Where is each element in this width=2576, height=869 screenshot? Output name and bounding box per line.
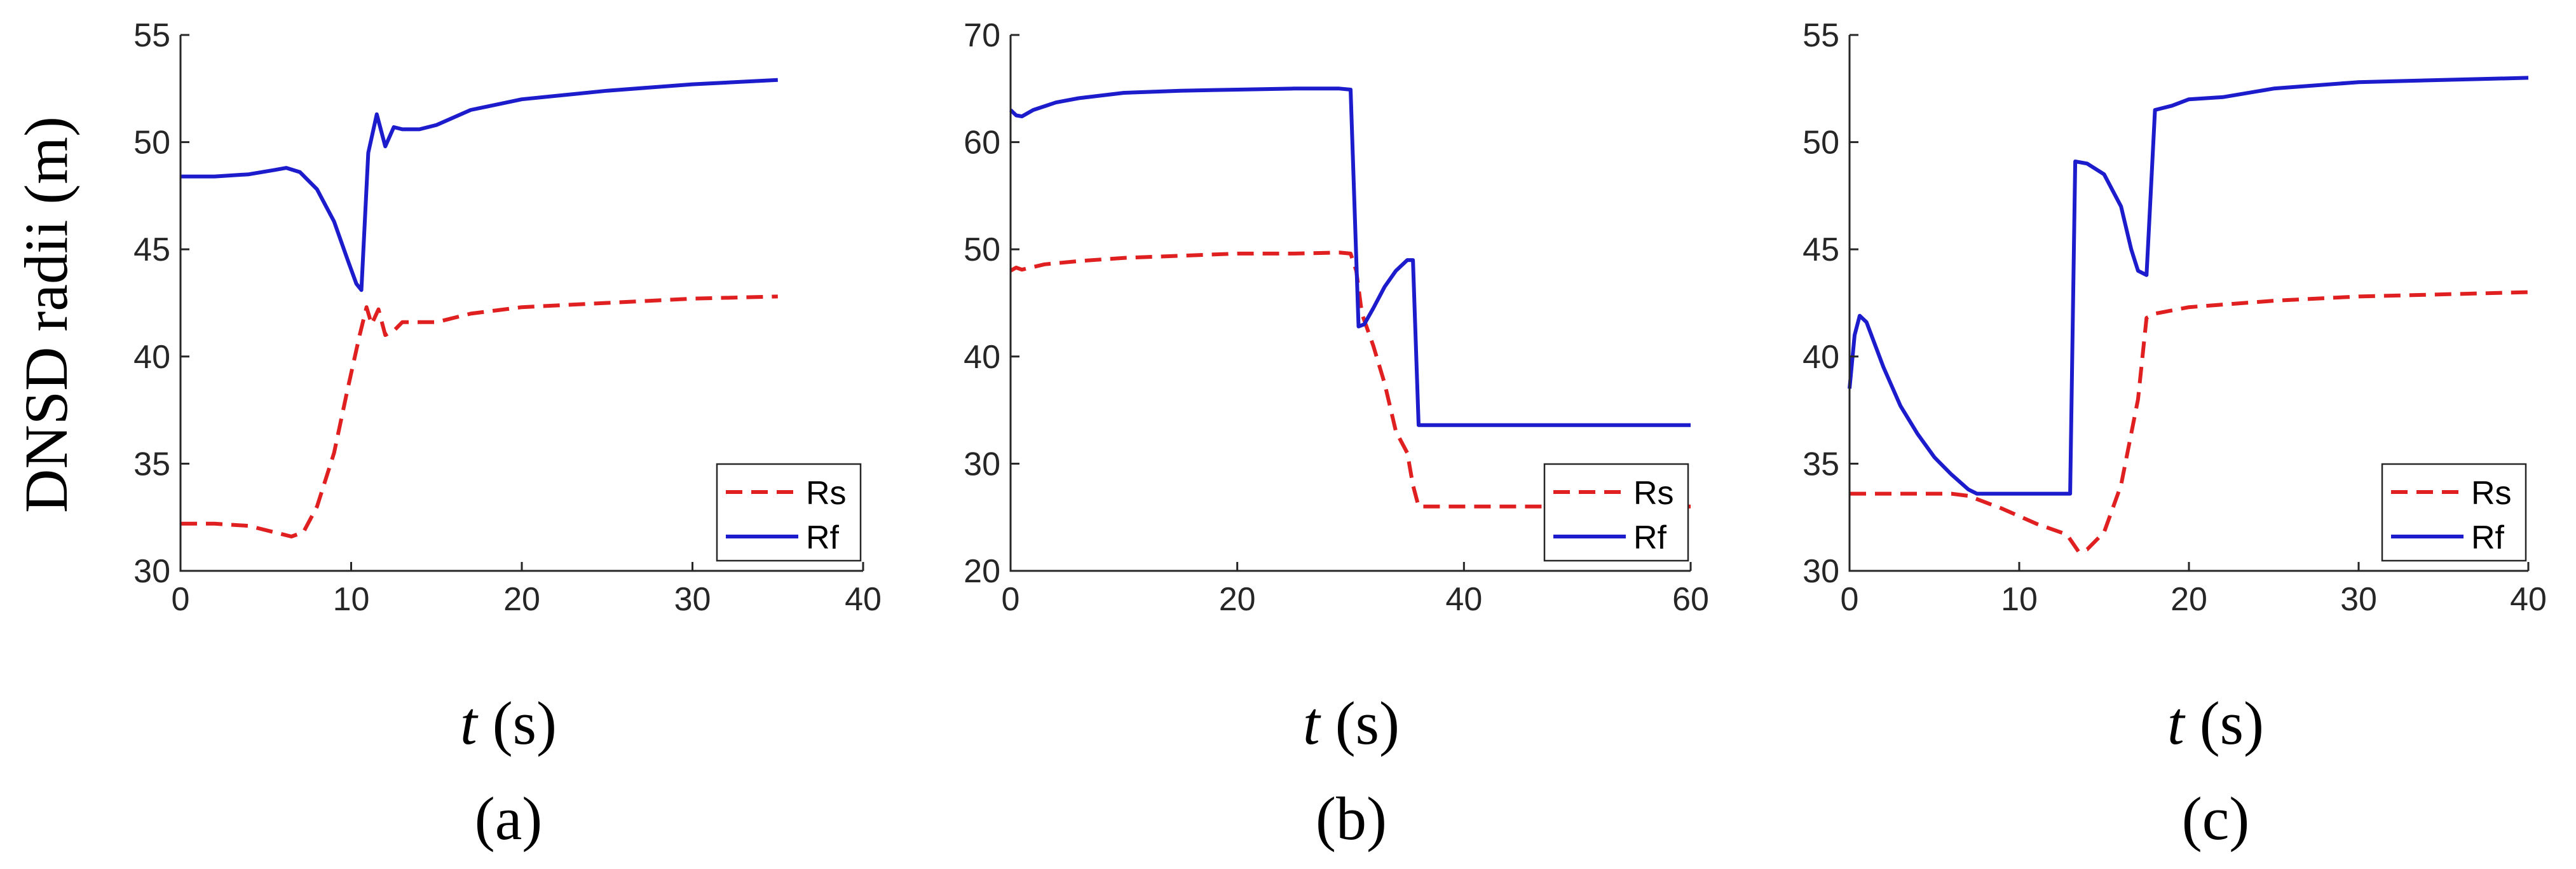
y-tick-label: 45 (1803, 231, 1839, 268)
x-tick-label: 0 (1002, 581, 1020, 618)
series-line-rf (181, 78, 778, 292)
x-tick-label: 40 (2510, 581, 2547, 618)
panel-caption: (b) (1316, 784, 1387, 852)
x-tick-label: 20 (1219, 581, 1256, 618)
x-tick-label: 40 (845, 581, 882, 618)
y-tick-label: 50 (964, 231, 1000, 268)
legend: Rs Rf (1543, 463, 1689, 562)
series-line-rf (1848, 76, 2529, 496)
x-tick-label: 20 (2171, 581, 2207, 618)
series-line-rf (1009, 86, 1691, 427)
series-line-rs (1009, 250, 1691, 509)
x-axis-label-unit: (s) (2184, 689, 2264, 757)
y-tick-label: 20 (964, 553, 1000, 590)
x-axis-label-variable: t (460, 689, 479, 757)
legend: Rs Rf (2381, 463, 2527, 562)
series-line-rs (181, 294, 778, 538)
y-tick-label: 55 (1803, 17, 1839, 54)
y-tick-label: 40 (964, 339, 1000, 376)
legend-box (1543, 463, 1689, 562)
y-tick-label: 30 (964, 446, 1000, 482)
panel-caption: (a) (475, 784, 543, 852)
panels: 30 35 40 45 50 55 0 10 20 30 40 t (s) (a) Rs Rf 20 30 40 5… (133, 17, 2547, 852)
y-tick-label: 30 (133, 553, 170, 590)
x-tick-label: 60 (1672, 581, 1709, 618)
y-tick-label: 35 (1803, 446, 1839, 482)
x-axis-label: t (s) (460, 689, 557, 757)
x-axis-label-unit: (s) (477, 689, 557, 757)
legend-label-rs: Rs (2471, 475, 2512, 512)
y-tick-label: 60 (964, 125, 1000, 161)
panel-c: 30 35 40 45 50 55 0 10 20 30 40 t (s) (c) Rs Rf (1803, 17, 2547, 852)
legend: Rs Rf (716, 463, 862, 562)
x-tick-label: 0 (1841, 581, 1859, 618)
x-axis-label-unit: (s) (1320, 689, 1400, 757)
x-tick-label: 30 (674, 581, 711, 618)
legend-label-rs: Rs (1633, 475, 1674, 512)
x-axis-label: t (s) (2167, 689, 2264, 757)
legend-label-rs: Rs (806, 475, 847, 512)
y-tick-label: 30 (1803, 553, 1839, 590)
x-tick-label: 0 (172, 581, 190, 618)
x-tick-label: 40 (1445, 581, 1482, 618)
y-axis-label: DNSD radii (m) (12, 116, 80, 513)
x-tick-label: 30 (2340, 581, 2377, 618)
legend-box (716, 463, 862, 562)
x-tick-label: 10 (333, 581, 370, 618)
panel-a: 30 35 40 45 50 55 0 10 20 30 40 t (s) (a) Rs Rf (133, 17, 882, 852)
y-tick-label: 40 (133, 339, 170, 376)
y-tick-label: 55 (133, 17, 170, 54)
x-tick-label: 20 (503, 581, 540, 618)
x-axis-label: t (s) (1303, 689, 1400, 757)
y-tick-label: 40 (1803, 339, 1839, 376)
x-tick-label: 10 (2001, 581, 2038, 618)
y-tick-label: 70 (964, 17, 1000, 54)
series-line-rs (1850, 290, 2529, 554)
legend-label-rf: Rf (806, 519, 840, 556)
legend-label-rf: Rf (2471, 519, 2505, 556)
y-tick-label: 45 (133, 231, 170, 268)
legend-box (2381, 463, 2527, 562)
panel-caption: (c) (2182, 784, 2250, 852)
x-axis-label-variable: t (2167, 689, 2186, 757)
y-tick-label: 35 (133, 446, 170, 482)
legend-label-rf: Rf (1633, 519, 1667, 556)
x-axis-label-variable: t (1303, 689, 1321, 757)
y-tick-label: 50 (133, 125, 170, 161)
y-tick-label: 50 (1803, 125, 1839, 161)
